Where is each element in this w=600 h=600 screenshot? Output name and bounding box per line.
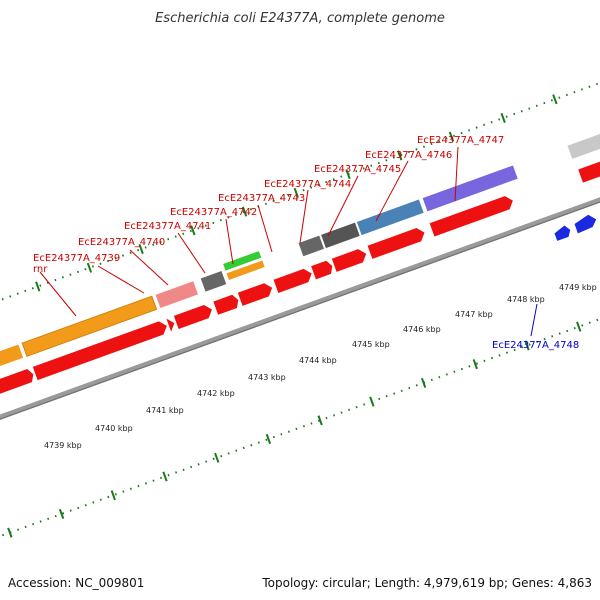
genome-backbone bbox=[0, 175, 600, 433]
gene-label[interactable]: EcE24377A_4746 bbox=[365, 150, 452, 161]
major-tick bbox=[500, 112, 506, 124]
major-tick bbox=[369, 396, 375, 407]
major-tick bbox=[524, 340, 530, 351]
major-tick bbox=[138, 243, 144, 255]
map-title: Escherichia coli E24377A, complete genom… bbox=[155, 11, 445, 26]
major-tick bbox=[448, 131, 455, 142]
feature-steelblue bbox=[356, 199, 424, 236]
gene-labels: rnr EcE24377A_4739 EcE24377A_4740 EcE243… bbox=[33, 135, 579, 351]
cds-arrow-6 bbox=[237, 283, 273, 306]
cds-arrow-7 bbox=[273, 268, 312, 293]
scale-tick-label: 4744 kbp bbox=[299, 356, 337, 365]
callout-line bbox=[327, 175, 359, 237]
scale-tick-label: 4742 kbp bbox=[197, 389, 235, 398]
callout-line bbox=[454, 146, 459, 202]
upper-tick-ring bbox=[0, 73, 600, 328]
scale-tick-label: 4749 kbp bbox=[559, 283, 597, 292]
callout-line bbox=[225, 218, 234, 265]
feature-orange-left bbox=[0, 344, 24, 379]
callout-line bbox=[97, 265, 145, 294]
feature-green bbox=[223, 251, 262, 271]
feature-darkgray-c bbox=[321, 222, 360, 249]
cds-arrow-11 bbox=[429, 196, 513, 237]
scale-tick-label: 4747 kbp bbox=[455, 310, 493, 319]
summary-text: Topology: circular; Length: 4,979,619 bp… bbox=[261, 576, 592, 590]
gene-label[interactable]: EcE24377A_4747 bbox=[417, 135, 504, 146]
feature-purple bbox=[422, 165, 518, 212]
gene-label[interactable]: EcE24377A_4745 bbox=[314, 164, 401, 175]
major-tick bbox=[317, 415, 323, 426]
scale-tick-label: 4739 kbp bbox=[44, 441, 82, 450]
feature-pink bbox=[155, 281, 198, 308]
lower-tick-ring bbox=[2, 282, 600, 537]
scale-tick-label: 4741 kbp bbox=[146, 406, 184, 415]
scale-tick-label: 4748 kbp bbox=[507, 295, 545, 304]
gene-label[interactable]: EcE24377A_4744 bbox=[264, 179, 351, 190]
feature-orange-small bbox=[226, 260, 265, 280]
cds-arrow-4 bbox=[173, 304, 212, 330]
callout-line bbox=[129, 249, 169, 286]
callout-line bbox=[39, 271, 77, 317]
callout-line bbox=[177, 232, 206, 274]
callout-line bbox=[257, 204, 273, 253]
major-tick bbox=[58, 508, 65, 519]
scale-tick-label: 4746 kbp bbox=[403, 325, 441, 334]
scale-labels: 4739 kbp 4740 kbp 4741 kbp 4742 kbp 4743… bbox=[44, 283, 597, 450]
accession-text: Accession: NC_009801 bbox=[8, 576, 144, 590]
cds-arrow-9 bbox=[331, 249, 367, 272]
callout-line bbox=[375, 160, 409, 222]
cds-arrow-2 bbox=[32, 321, 167, 381]
blue-arrow-b bbox=[574, 214, 597, 234]
scale-tick-label: 4745 kbp bbox=[352, 340, 390, 349]
major-tick bbox=[86, 262, 93, 273]
genome-backbone-edge bbox=[0, 179, 600, 433]
major-tick bbox=[397, 150, 403, 161]
major-tick bbox=[214, 452, 220, 463]
gene-label[interactable]: EcE24377A_4743 bbox=[218, 193, 305, 204]
gene-label[interactable]: EcE24377A_4741 bbox=[124, 221, 211, 232]
gene-label-blue[interactable]: EcE24377A_4748 bbox=[492, 340, 579, 351]
feature-darkgray-a bbox=[200, 271, 227, 292]
major-tick bbox=[552, 94, 558, 105]
major-tick bbox=[35, 281, 41, 292]
cds-arrow-1 bbox=[0, 368, 34, 403]
major-tick bbox=[265, 434, 272, 445]
cds-arrow-5 bbox=[213, 294, 239, 315]
blue-arrow-a bbox=[554, 225, 571, 241]
cds-arrow-10 bbox=[367, 228, 425, 259]
major-tick bbox=[190, 225, 196, 236]
major-tick bbox=[420, 377, 427, 388]
feature-lightgray bbox=[567, 130, 600, 159]
scale-tick-label: 4743 kbp bbox=[248, 373, 286, 382]
cds-arrow-12 bbox=[578, 154, 600, 183]
major-tick bbox=[7, 527, 13, 538]
feature-track bbox=[0, 73, 600, 538]
major-tick bbox=[472, 359, 478, 370]
cds-arrow-3 bbox=[166, 318, 175, 332]
gene-label-rnr[interactable]: rnr bbox=[33, 264, 48, 275]
major-tick bbox=[576, 321, 582, 332]
cds-arrow-8 bbox=[311, 260, 333, 280]
major-tick bbox=[110, 490, 116, 501]
major-tick bbox=[345, 169, 351, 180]
callout-lines bbox=[39, 146, 538, 337]
callout-line bbox=[299, 189, 309, 244]
lower-major-ticks bbox=[7, 321, 582, 538]
callout-line-blue bbox=[530, 303, 538, 337]
scale-tick-label: 4740 kbp bbox=[95, 424, 133, 433]
feature-darkgray-b bbox=[298, 235, 324, 257]
major-tick bbox=[241, 206, 248, 217]
major-tick bbox=[162, 471, 168, 482]
major-tick bbox=[293, 187, 299, 198]
gene-label[interactable]: EcE24377A_4742 bbox=[170, 207, 257, 218]
gene-label[interactable]: EcE24377A_4740 bbox=[78, 237, 165, 248]
feature-orange-rnr bbox=[21, 295, 158, 357]
upper-major-ticks bbox=[35, 94, 558, 292]
gene-label[interactable]: EcE24377A_4739 bbox=[33, 253, 120, 264]
